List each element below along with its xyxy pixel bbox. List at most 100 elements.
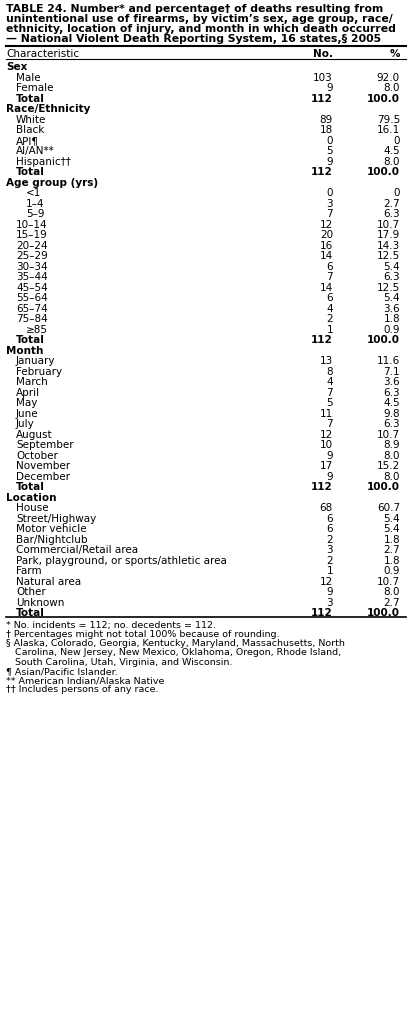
Text: Total: Total xyxy=(16,167,45,177)
Text: ethnicity, location of injury, and month in which death occurred: ethnicity, location of injury, and month… xyxy=(6,24,396,34)
Text: 2: 2 xyxy=(326,535,333,544)
Text: 35–44: 35–44 xyxy=(16,272,48,282)
Text: House: House xyxy=(16,502,49,513)
Text: September: September xyxy=(16,440,74,450)
Text: June: June xyxy=(16,408,39,419)
Text: 92.0: 92.0 xyxy=(377,73,400,83)
Text: 10.7: 10.7 xyxy=(377,576,400,586)
Text: 100.0: 100.0 xyxy=(367,482,400,492)
Text: 1–4: 1–4 xyxy=(26,199,44,208)
Text: Characteristic: Characteristic xyxy=(6,49,79,59)
Text: Bar/Nightclub: Bar/Nightclub xyxy=(16,535,87,544)
Text: 7: 7 xyxy=(326,419,333,429)
Text: 4: 4 xyxy=(326,303,333,313)
Text: 7: 7 xyxy=(326,272,333,282)
Text: Female: Female xyxy=(16,83,54,93)
Text: %: % xyxy=(389,49,400,59)
Text: Male: Male xyxy=(16,73,41,83)
Text: 5.4: 5.4 xyxy=(384,262,400,272)
Text: 8: 8 xyxy=(326,367,333,376)
Text: 10.7: 10.7 xyxy=(377,219,400,229)
Text: 68: 68 xyxy=(320,502,333,513)
Text: <1: <1 xyxy=(26,188,41,198)
Text: March: March xyxy=(16,377,48,387)
Text: 100.0: 100.0 xyxy=(367,94,400,104)
Text: 112: 112 xyxy=(311,94,333,104)
Text: Commercial/Retail area: Commercial/Retail area xyxy=(16,545,138,555)
Text: 9.8: 9.8 xyxy=(384,408,400,419)
Text: Street/Highway: Street/Highway xyxy=(16,514,96,524)
Text: 1: 1 xyxy=(326,566,333,576)
Text: 8.0: 8.0 xyxy=(384,157,400,167)
Text: Motor vehicle: Motor vehicle xyxy=(16,524,87,534)
Text: 7: 7 xyxy=(326,209,333,219)
Text: Sex: Sex xyxy=(6,63,27,73)
Text: Farm: Farm xyxy=(16,566,42,576)
Text: Race/Ethnicity: Race/Ethnicity xyxy=(6,104,90,114)
Text: 2.7: 2.7 xyxy=(384,598,400,608)
Text: 0: 0 xyxy=(326,135,333,146)
Text: 112: 112 xyxy=(311,335,333,345)
Text: 2: 2 xyxy=(326,314,333,325)
Text: 4.5: 4.5 xyxy=(384,147,400,157)
Text: 0.9: 0.9 xyxy=(384,325,400,335)
Text: TABLE 24. Number* and percentage† of deaths resulting from: TABLE 24. Number* and percentage† of dea… xyxy=(6,4,383,14)
Text: July: July xyxy=(16,419,35,429)
Text: 112: 112 xyxy=(311,167,333,177)
Text: 1: 1 xyxy=(326,325,333,335)
Text: 10: 10 xyxy=(320,440,333,450)
Text: 45–54: 45–54 xyxy=(16,283,48,292)
Text: 14: 14 xyxy=(320,283,333,292)
Text: § Alaska, Colorado, Georgia, Kentucky, Maryland, Massachusetts, North: § Alaska, Colorado, Georgia, Kentucky, M… xyxy=(6,639,345,648)
Text: 6.3: 6.3 xyxy=(384,272,400,282)
Text: December: December xyxy=(16,471,70,481)
Text: 60.7: 60.7 xyxy=(377,502,400,513)
Text: 6: 6 xyxy=(326,514,333,524)
Text: Total: Total xyxy=(16,482,45,492)
Text: 103: 103 xyxy=(313,73,333,83)
Text: January: January xyxy=(16,356,56,366)
Text: Natural area: Natural area xyxy=(16,576,81,586)
Text: Total: Total xyxy=(16,335,45,345)
Text: Total: Total xyxy=(16,608,45,618)
Text: 8.0: 8.0 xyxy=(384,83,400,93)
Text: 5–9: 5–9 xyxy=(26,209,44,219)
Text: † Percentages might not total 100% because of rounding.: † Percentages might not total 100% becau… xyxy=(6,630,279,639)
Text: April: April xyxy=(16,387,40,397)
Text: 55–64: 55–64 xyxy=(16,293,48,303)
Text: 4: 4 xyxy=(326,377,333,387)
Text: 4.5: 4.5 xyxy=(384,398,400,408)
Text: 1.8: 1.8 xyxy=(384,535,400,544)
Text: 17: 17 xyxy=(320,461,333,471)
Text: Park, playground, or sports/athletic area: Park, playground, or sports/athletic are… xyxy=(16,555,227,565)
Text: 100.0: 100.0 xyxy=(367,608,400,618)
Text: API¶: API¶ xyxy=(16,135,39,146)
Text: 3: 3 xyxy=(326,199,333,208)
Text: ** American Indian/Alaska Native: ** American Indian/Alaska Native xyxy=(6,675,164,684)
Text: 75–84: 75–84 xyxy=(16,314,48,325)
Text: 7: 7 xyxy=(326,387,333,397)
Text: 11: 11 xyxy=(320,408,333,419)
Text: 8.0: 8.0 xyxy=(384,471,400,481)
Text: 16: 16 xyxy=(320,241,333,251)
Text: †† Includes persons of any race.: †† Includes persons of any race. xyxy=(6,684,159,694)
Text: ¶ Asian/Pacific Islander.: ¶ Asian/Pacific Islander. xyxy=(6,666,118,675)
Text: 6: 6 xyxy=(326,293,333,303)
Text: 5.4: 5.4 xyxy=(384,514,400,524)
Text: 6: 6 xyxy=(326,524,333,534)
Text: 8.0: 8.0 xyxy=(384,451,400,460)
Text: 0: 0 xyxy=(393,135,400,146)
Text: Other: Other xyxy=(16,586,46,596)
Text: — National Violent Death Reporting System, 16 states,§ 2005: — National Violent Death Reporting Syste… xyxy=(6,34,381,43)
Text: Month: Month xyxy=(6,346,43,356)
Text: February: February xyxy=(16,367,62,376)
Text: AI/AN**: AI/AN** xyxy=(16,147,55,157)
Text: August: August xyxy=(16,430,53,440)
Text: 112: 112 xyxy=(311,482,333,492)
Text: 2: 2 xyxy=(326,555,333,565)
Text: 9: 9 xyxy=(326,451,333,460)
Text: 16.1: 16.1 xyxy=(377,125,400,135)
Text: 15–19: 15–19 xyxy=(16,231,48,241)
Text: 3: 3 xyxy=(326,545,333,555)
Text: 12: 12 xyxy=(320,219,333,229)
